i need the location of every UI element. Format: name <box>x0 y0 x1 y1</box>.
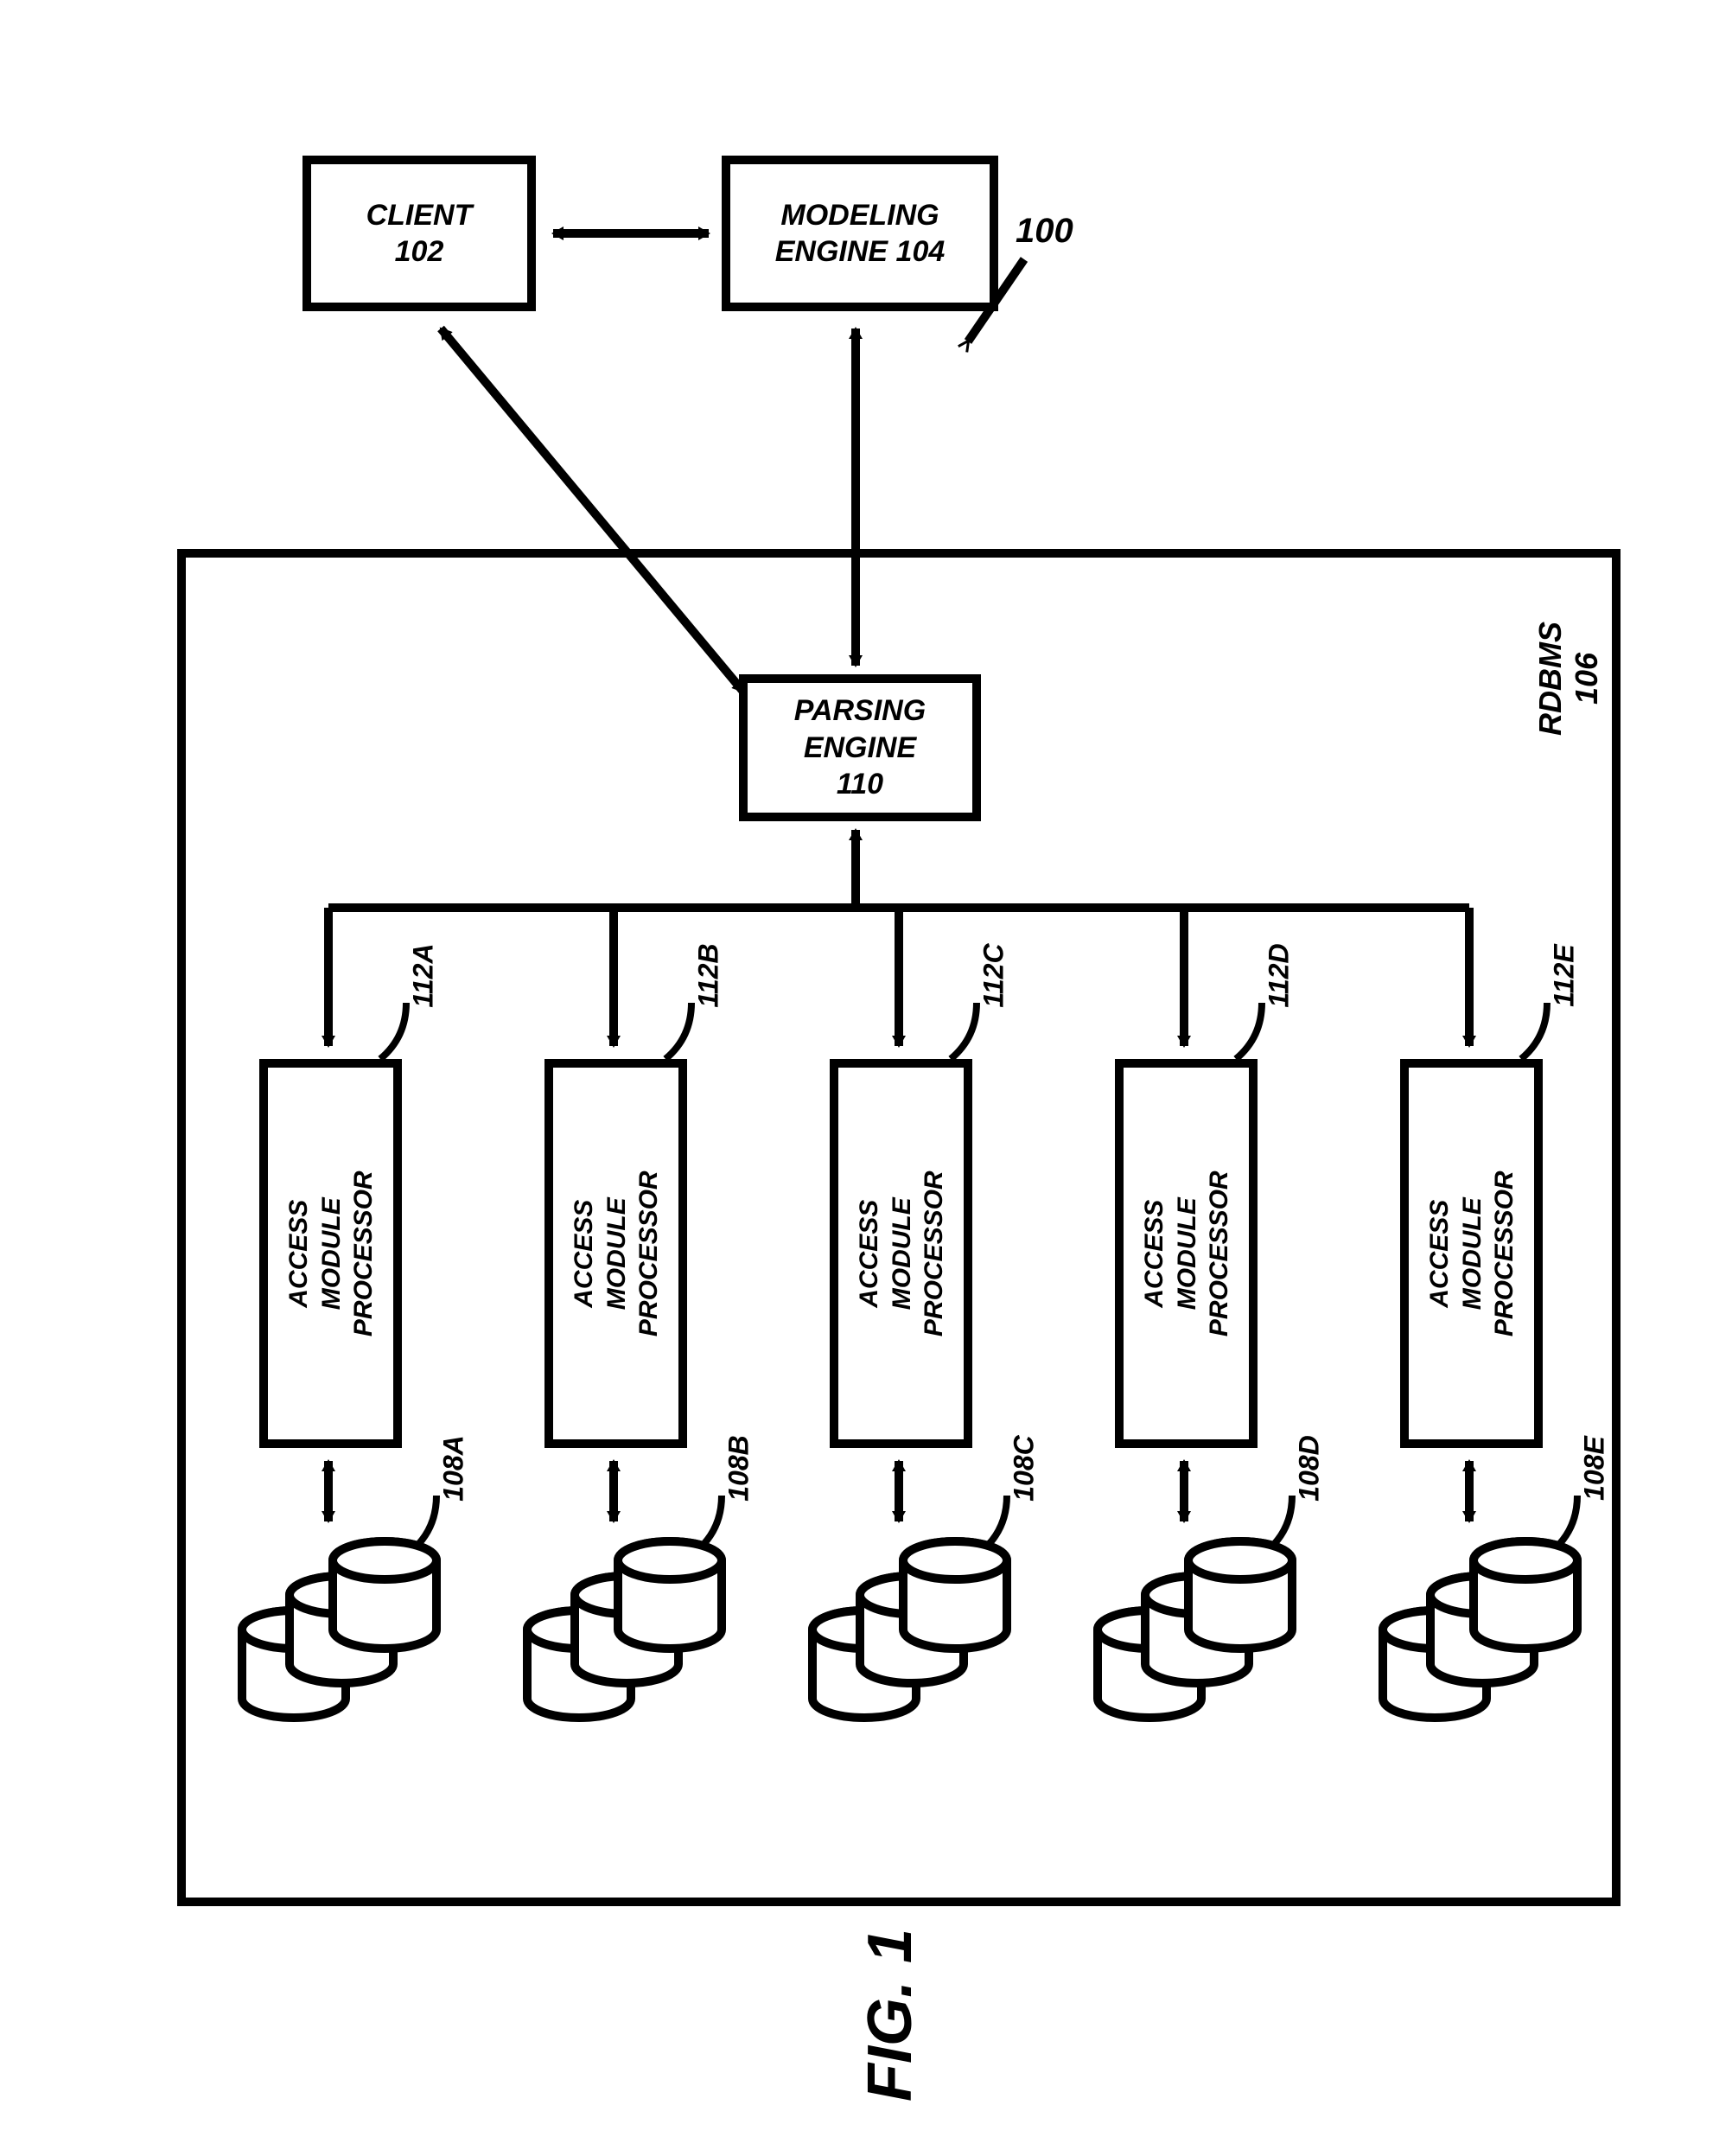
figure-page: CLIENT 102 MODELING ENGINE 104 RDBMS 106… <box>0 0 1732 2156</box>
amp-ref-c: 112C <box>978 924 1010 1028</box>
amp-l1: ACCESS <box>1137 1199 1170 1307</box>
db-ref-c: 108C <box>1009 1417 1041 1521</box>
amp-ref-a: 112A <box>408 924 440 1028</box>
amp-ref-e: 112E <box>1549 924 1581 1028</box>
modeling-title: MODELING <box>780 197 939 234</box>
db-ref-e: 108E <box>1579 1417 1611 1521</box>
amp-l1: ACCESS <box>282 1199 315 1307</box>
amp-text: ACCESS MODULE PROCESSOR <box>567 1063 665 1444</box>
amp-l3: PROCESSOR <box>1487 1170 1520 1336</box>
amp-l2: MODULE <box>1455 1197 1488 1310</box>
parsing-ref: 110 <box>837 766 883 803</box>
db-ref-b: 108B <box>723 1417 755 1521</box>
amp-ref-b: 112B <box>693 924 725 1028</box>
client-block: CLIENT 102 <box>302 156 536 311</box>
amp-l1: ACCESS <box>567 1199 600 1307</box>
amp-block-b: ACCESS MODULE PROCESSOR <box>544 1059 687 1448</box>
amp-text: ACCESS MODULE PROCESSOR <box>1423 1063 1520 1444</box>
system-ref: 100 <box>1016 212 1073 251</box>
amp-l3: PROCESSOR <box>917 1170 950 1336</box>
amp-text: ACCESS MODULE PROCESSOR <box>852 1063 950 1444</box>
parsing-subtitle: ENGINE <box>804 730 916 767</box>
amp-l2: MODULE <box>315 1197 347 1310</box>
amp-block-d: ACCESS MODULE PROCESSOR <box>1115 1059 1258 1448</box>
amp-block-c: ACCESS MODULE PROCESSOR <box>830 1059 972 1448</box>
client-ref: 102 <box>395 233 444 271</box>
amp-block-e: ACCESS MODULE PROCESSOR <box>1400 1059 1543 1448</box>
client-title: CLIENT <box>366 197 473 234</box>
amp-l3: PROCESSOR <box>632 1170 665 1336</box>
amp-ref-d: 112D <box>1264 924 1296 1028</box>
amp-l3: PROCESSOR <box>347 1170 379 1336</box>
rdbms-ref: 106 <box>1569 653 1605 705</box>
rdbms-label: RDBMS 106 <box>1534 592 1603 765</box>
parsing-title: PARSING <box>794 692 926 730</box>
modeling-subtitle: ENGINE 104 <box>775 233 946 271</box>
amp-text: ACCESS MODULE PROCESSOR <box>282 1063 379 1444</box>
db-ref-a: 108A <box>438 1417 470 1521</box>
rdbms-title: RDBMS <box>1532 622 1569 736</box>
amp-text: ACCESS MODULE PROCESSOR <box>1137 1063 1235 1444</box>
parsing-engine-block: PARSING ENGINE 110 <box>739 674 981 821</box>
amp-l2: MODULE <box>600 1197 633 1310</box>
amp-l3: PROCESSOR <box>1202 1170 1235 1336</box>
db-ref-d: 108D <box>1294 1417 1326 1521</box>
amp-l1: ACCESS <box>852 1199 885 1307</box>
amp-l2: MODULE <box>885 1197 918 1310</box>
amp-l2: MODULE <box>1170 1197 1203 1310</box>
amp-block-a: ACCESS MODULE PROCESSOR <box>259 1059 402 1448</box>
amp-l1: ACCESS <box>1423 1199 1455 1307</box>
figure-caption: FIG. 1 <box>855 1903 926 2127</box>
modeling-engine-block: MODELING ENGINE 104 <box>722 156 998 311</box>
